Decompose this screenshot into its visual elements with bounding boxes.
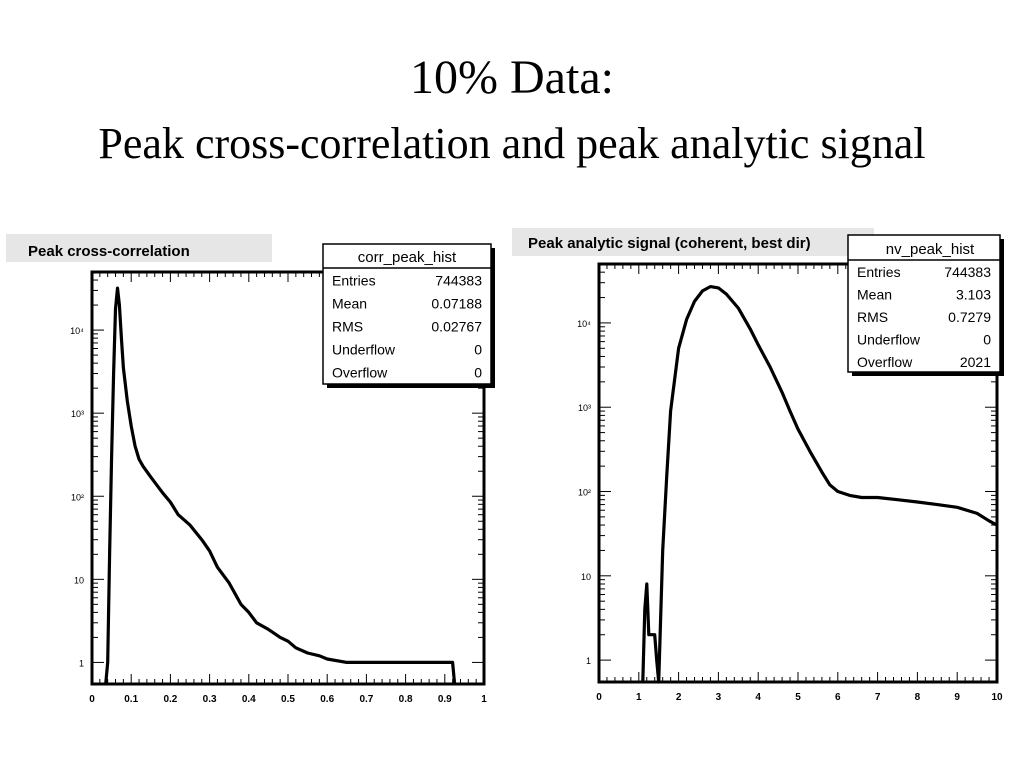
stats-label: RMS <box>857 309 888 325</box>
y-tick-label: 10³ <box>71 409 84 419</box>
stats-label: Underflow <box>857 331 921 347</box>
stats-value: 0 <box>474 341 482 357</box>
x-tick-label: 0.1 <box>124 694 138 705</box>
stats-label: Overflow <box>332 364 388 380</box>
y-tick-label: 1 <box>79 658 84 668</box>
x-tick-label: 10 <box>991 692 1003 703</box>
stats-rows: Entries 744383 Mean 0.07188 RMS 0.02767 Underf… <box>332 272 482 380</box>
x-tick-label: 0.2 <box>163 694 177 705</box>
stats-label: Mean <box>332 295 367 311</box>
axis-ticks: 0 0.1 0.2 0.3 0.4 0.5 0.6 0.7 0.8 0.9 1 1 10 10² 10³ 10… <box>70 272 487 705</box>
y-tick-label: 10⁴ <box>577 319 591 329</box>
stats-label: Entries <box>332 272 376 288</box>
y-tick-label: 10² <box>71 492 84 502</box>
x-tick-label: 6 <box>835 692 841 703</box>
x-tick-label: 0 <box>596 692 602 703</box>
x-tick-label: 1 <box>636 692 642 703</box>
hist-title-background <box>6 234 272 262</box>
stats-box: corr_peak_hist Entries 744383 Mean 0.07188 R… <box>322 243 495 388</box>
stats-value: 744383 <box>435 272 482 288</box>
x-tick-label: 0.4 <box>242 694 256 705</box>
x-tick-label: 5 <box>795 692 801 703</box>
stats-value: 744383 <box>944 264 991 280</box>
x-tick-label: 7 <box>875 692 881 703</box>
stats-label: Mean <box>857 286 892 302</box>
stats-value: 0.7279 <box>948 309 991 325</box>
x-tick-label: 0.3 <box>203 694 217 705</box>
stats-label: Entries <box>857 264 901 280</box>
stats-panel <box>847 234 1001 373</box>
y-tick-label: 10 <box>74 575 84 585</box>
corr-peak-histogram: Peak cross-correlation 0 0.1 0.2 0.3 0.4 0.5 0… <box>6 234 495 705</box>
stats-value: 2021 <box>960 354 991 370</box>
y-tick-label: 10 <box>581 572 591 582</box>
stats-box: nv_peak_hist Entries 744383 Mean 3.103 RMS 0.… <box>847 234 1004 376</box>
x-tick-label: 8 <box>915 692 921 703</box>
x-tick-label: 9 <box>954 692 960 703</box>
stats-value: 0.07188 <box>431 295 482 311</box>
x-tick-label: 0.5 <box>281 694 295 705</box>
x-tick-label: 0.8 <box>399 694 413 705</box>
x-tick-label: 2 <box>676 692 682 703</box>
env-peak-histogram: 0 1 2 3 4 5 6 7 8 9 10 1 10 10² 10³ 10⁴ Peak analytic s… <box>512 228 1004 703</box>
stats-value: 0 <box>983 331 991 347</box>
x-tick-label: 0.9 <box>438 694 452 705</box>
stats-hist-name: nv_peak_hist <box>886 241 975 258</box>
hist-title: Peak analytic signal (coherent, best dir… <box>528 235 811 252</box>
slide-title-line1: 10% Data: <box>410 51 614 104</box>
slide-title-line2: Peak cross-correlation and peak analytic… <box>98 119 926 168</box>
stats-label: Overflow <box>857 354 913 370</box>
x-tick-label: 4 <box>755 692 761 703</box>
stats-value: 0.02767 <box>431 318 482 334</box>
y-tick-label: 1 <box>586 656 591 666</box>
x-tick-label: 0.6 <box>320 694 334 705</box>
y-tick-label: 10⁴ <box>70 326 84 336</box>
stats-label: Underflow <box>332 341 396 357</box>
x-tick-label: 0 <box>89 694 95 705</box>
stats-label: RMS <box>332 318 363 334</box>
x-tick-label: 1 <box>481 694 487 705</box>
y-tick-label: 10³ <box>578 403 591 413</box>
hist-title-background <box>512 228 874 256</box>
y-tick-label: 10² <box>578 488 591 498</box>
x-tick-label: 3 <box>716 692 722 703</box>
stats-rows: Entries 744383 Mean 3.103 RMS 0.7279 Underflow… <box>857 264 991 370</box>
stats-hist-name: corr_peak_hist <box>358 249 457 266</box>
hist-title: Peak cross-correlation <box>28 243 190 260</box>
histogram-line <box>641 285 998 684</box>
x-tick-label: 0.7 <box>359 694 373 705</box>
histogram-line <box>104 286 457 685</box>
stats-value: 3.103 <box>956 286 991 302</box>
stats-value: 0 <box>474 364 482 380</box>
